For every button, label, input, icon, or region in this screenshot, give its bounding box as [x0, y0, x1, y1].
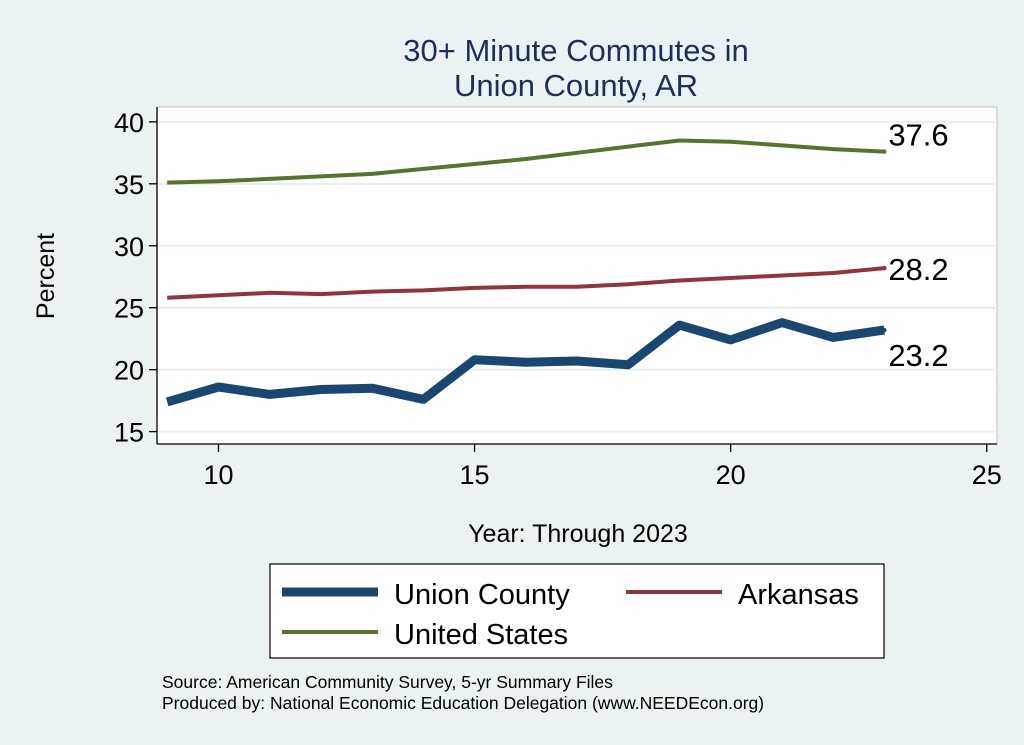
- chart-title-line-1: 30+ Minute Commutes in: [403, 33, 748, 68]
- series-line-united-states: [167, 138, 885, 185]
- gridlines: [157, 120, 997, 433]
- end-label-union-county: 23.2: [888, 338, 948, 373]
- x-tick-label-20: 20: [716, 460, 746, 490]
- y-tick-label-40: 40: [114, 108, 144, 138]
- end-labels: 37.6 28.2 23.2: [888, 118, 948, 373]
- axes: 15 20 25 30 35 40 10 15 20 25: [114, 107, 1002, 490]
- legend-label-united-states: United States: [394, 619, 568, 651]
- y-tick-label-25: 25: [114, 294, 144, 324]
- x-axis-title: Year: Through 2023: [468, 520, 688, 548]
- y-tick-label-35: 35: [114, 170, 144, 200]
- series-line-union-county: [165, 318, 885, 407]
- x-tick-label-10: 10: [203, 460, 233, 490]
- series-line-arkansas: [167, 266, 885, 300]
- legend: Union County Arkansas United States: [269, 563, 885, 659]
- x-tick-label-25: 25: [972, 460, 1002, 490]
- x-tick-label-15: 15: [460, 460, 490, 490]
- y-tick-label-30: 30: [114, 232, 144, 262]
- end-marker-arkansas: [882, 265, 887, 271]
- series-group: [165, 138, 887, 407]
- legend-box: [269, 563, 885, 659]
- end-label-arkansas: 28.2: [888, 252, 948, 287]
- y-tick-label-20: 20: [114, 356, 144, 386]
- end-marker-united-states: [882, 149, 887, 154]
- end-marker-union-county: [882, 327, 887, 333]
- produced-by-note: Produced by: National Economic Education…: [162, 693, 764, 713]
- chart-title-line-2: Union County, AR: [454, 68, 698, 103]
- legend-label-arkansas: Arkansas: [738, 579, 859, 611]
- source-note: Source: American Community Survey, 5-yr …: [162, 672, 613, 692]
- y-axis-title: Percent: [32, 233, 60, 319]
- y-tick-label-15: 15: [114, 418, 144, 448]
- legend-label-union-county: Union County: [394, 579, 570, 611]
- end-label-united-states: 37.6: [888, 118, 948, 153]
